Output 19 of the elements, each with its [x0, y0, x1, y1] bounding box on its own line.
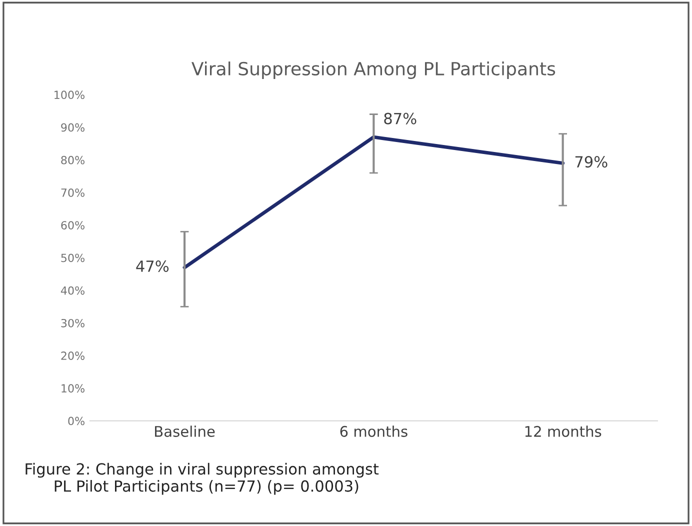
y-tick-label: 10%: [62, 384, 84, 393]
x-tick-label: 6 months: [340, 426, 408, 437]
y-tick-label: 30%: [61, 318, 84, 328]
y-tick-label: 50%: [61, 254, 84, 262]
y-tick-label: 90%: [61, 123, 84, 132]
y-tick-label: 80%: [61, 156, 84, 164]
y-tick-label: 60%: [61, 221, 84, 230]
y-tick-label: 20%: [61, 352, 84, 360]
y-tick-label: 100%: [54, 90, 84, 100]
caption: Figure 2: Change in viral suppression amongst PL Pilot Participants (n=77) (p= 0.0003): [26, 462, 379, 495]
chart-title: Viral Suppression Among PL Participants: [192, 62, 556, 79]
data-label: 87%: [384, 112, 416, 124]
y-tick-label: 40%: [60, 286, 84, 295]
x-tick-label: Baseline: [155, 426, 215, 437]
x-tick-label: 12 months: [525, 426, 602, 437]
data-label: 47%: [136, 260, 169, 272]
y-tick-label: 0%: [68, 416, 84, 426]
data-label: 79%: [575, 156, 608, 168]
y-tick-label: 70%: [61, 188, 84, 197]
